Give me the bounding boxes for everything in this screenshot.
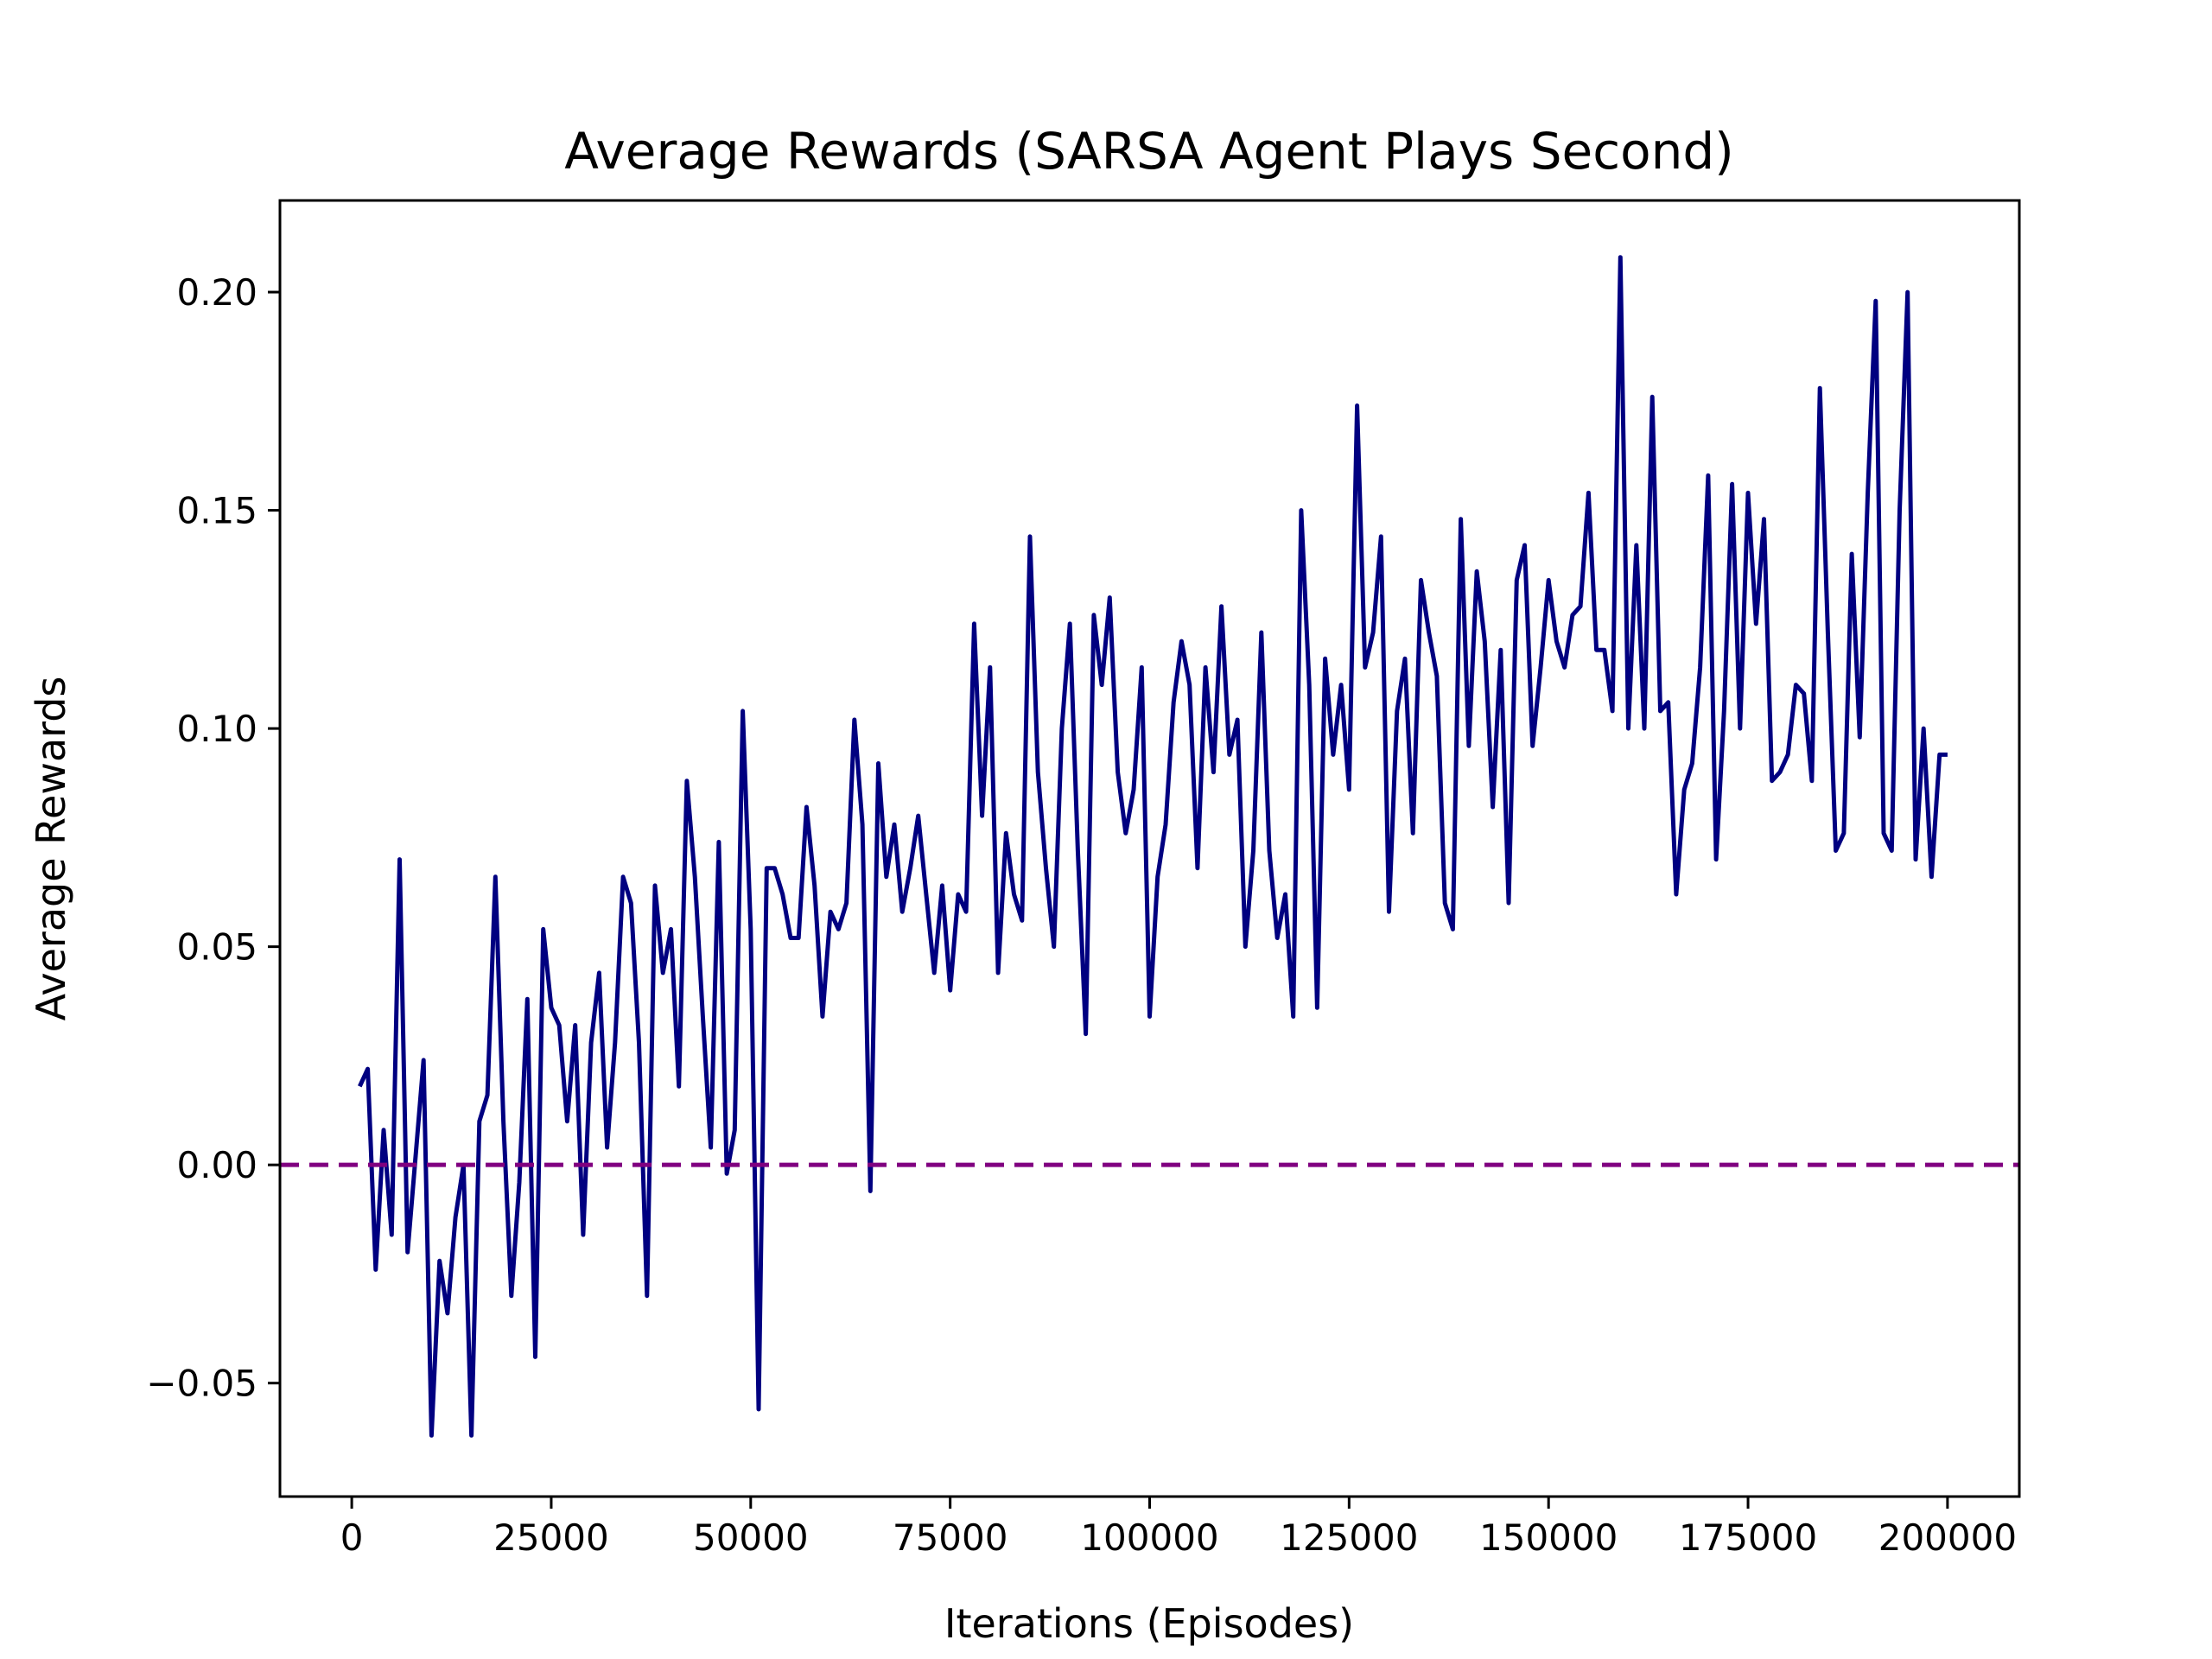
x-tick-label: 100000 — [1080, 1516, 1218, 1559]
x-tick-label: 200000 — [1878, 1516, 2017, 1559]
x-tick-label: 175000 — [1679, 1516, 1817, 1559]
y-tick-label: 0.05 — [176, 926, 257, 969]
x-tick-label: 75000 — [893, 1516, 1008, 1559]
y-tick-label: 0.15 — [176, 490, 257, 532]
y-tick-label: 0.20 — [176, 271, 257, 314]
x-tick-label: 150000 — [1479, 1516, 1618, 1559]
chart-title: Average Rewards (SARSA Agent Plays Secon… — [564, 122, 1734, 181]
y-tick-label: 0.10 — [176, 708, 257, 750]
axis-ticks: 0 25000 50000 75000 100000 125000 150000 175000… — [146, 271, 2017, 1559]
x-tick-label: 125000 — [1280, 1516, 1418, 1559]
series-line-0 — [358, 255, 1948, 1438]
series-lines — [280, 255, 2019, 1438]
y-tick-label: 0.00 — [176, 1144, 257, 1186]
x-tick-label: 25000 — [493, 1516, 609, 1559]
y-axis-label: Average Rewards — [28, 677, 74, 1021]
x-tick-label: 0 — [340, 1516, 364, 1559]
x-tick-label: 50000 — [693, 1516, 809, 1559]
plot-frame — [278, 199, 2021, 1498]
y-tick-label: −0.05 — [146, 1363, 257, 1405]
x-axis-label: Iterations (Episodes) — [944, 1600, 1354, 1647]
